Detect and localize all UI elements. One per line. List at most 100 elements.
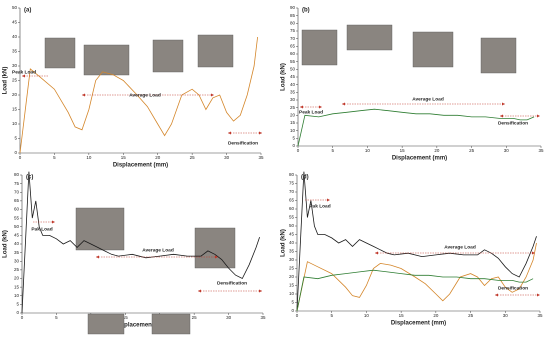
y-tick-label: 50	[12, 5, 18, 10]
annotation: Pak Load	[31, 226, 52, 232]
x-tick-label: 30	[224, 155, 230, 160]
y-tick-label: 45	[12, 20, 18, 25]
y-tick-label: 70	[289, 189, 295, 194]
y-tick-label: 65	[290, 44, 296, 49]
annotation: Densification	[498, 120, 528, 126]
photo	[75, 207, 125, 251]
y-tick-label: 25	[14, 267, 20, 272]
x-tick-label: 15	[121, 155, 127, 160]
annotation: Densification	[498, 285, 528, 291]
x-tick-label: 30	[503, 313, 509, 318]
y-tick-label: 0	[14, 150, 17, 155]
y-tick-label: 40	[289, 240, 295, 245]
y-tick-label: 55	[289, 215, 295, 220]
photo	[301, 29, 338, 66]
y-tick-label: 20	[14, 276, 20, 281]
y-tick-label: 80	[290, 21, 296, 26]
y-tick-label: 30	[14, 258, 20, 263]
arrow-head	[327, 198, 330, 202]
y-tick-label: 55	[290, 59, 296, 64]
panel-label: (d)	[301, 175, 309, 181]
x-tick-label: 25	[469, 148, 475, 153]
y-axis-title: Load (kN)	[281, 229, 287, 257]
x-tick-label: 15	[400, 148, 406, 153]
annotation: Densification	[228, 140, 258, 146]
y-tick-label: 30	[290, 97, 296, 102]
y-axis-title: Load (kN)	[3, 230, 9, 258]
y-tick-label: 5	[291, 300, 294, 305]
annotation: Densification	[217, 280, 247, 286]
photo	[412, 31, 454, 68]
arrow-head	[259, 289, 262, 293]
y-tick-label: 10	[289, 291, 295, 296]
x-tick-label: 10	[86, 155, 92, 160]
x-tick-label: 35	[258, 155, 264, 160]
x-tick-label: 20	[434, 148, 440, 153]
x-tick-label: 0	[21, 315, 24, 320]
annotation: Average Load	[444, 244, 476, 250]
y-tick-label: 25	[290, 105, 296, 110]
x-tick-label: 0	[19, 155, 22, 160]
y-tick-label: 60	[289, 206, 295, 211]
x-tick-label: 5	[53, 155, 56, 160]
arrow-head	[22, 74, 25, 78]
y-tick-label: 70	[290, 36, 296, 41]
annotation: Average Load	[412, 96, 444, 102]
y-tick-label: 35	[290, 90, 296, 95]
y-tick-label: 5	[14, 136, 17, 141]
y-tick-label: 35	[14, 250, 20, 255]
y-tick-label: 50	[289, 223, 295, 228]
panel-label: (a)	[24, 8, 31, 14]
y-tick-label: 75	[289, 181, 295, 186]
arrow-head	[502, 102, 505, 106]
arrow-head	[537, 114, 540, 118]
x-tick-label: 0	[297, 148, 300, 153]
x-tick-label: 5	[331, 148, 334, 153]
annotation: Pak Load	[309, 203, 330, 209]
y-tick-label: 70	[14, 189, 20, 194]
annotation: Average Load	[142, 247, 174, 253]
x-tick-label: 30	[226, 315, 232, 320]
y-tick-label: 15	[12, 107, 18, 112]
series-line	[296, 171, 537, 312]
y-tick-label: 65	[14, 198, 20, 203]
y-tick-label: 75	[14, 181, 20, 186]
y-tick-label: 30	[289, 257, 295, 262]
photo	[83, 44, 130, 76]
annotation: Peak Load	[12, 69, 36, 75]
photo	[44, 37, 76, 69]
y-tick-label: 65	[289, 198, 295, 203]
y-tick-label: 40	[290, 82, 296, 87]
series-line	[21, 171, 260, 314]
x-tick-label: 25	[192, 315, 198, 320]
series-line	[296, 242, 537, 312]
photo	[194, 227, 236, 269]
x-tick-label: 0	[296, 313, 299, 318]
arrow-head	[198, 289, 201, 293]
photo	[87, 313, 125, 335]
y-axis-title: Load (kN)	[281, 63, 287, 91]
series-line	[296, 269, 534, 312]
x-tick-label: 5	[330, 313, 333, 318]
arrow-head	[96, 255, 99, 259]
x-tick-label: 30	[504, 148, 510, 153]
annotation: Average Load	[129, 92, 161, 98]
x-axis-title: Displacement (mm)	[391, 321, 446, 327]
arrow-head	[319, 105, 322, 109]
x-axis-title: Displacement (mm)	[392, 156, 447, 162]
y-tick-label: 45	[290, 74, 296, 79]
x-tick-label: 20	[433, 313, 439, 318]
y-tick-label: 0	[292, 143, 295, 148]
photo	[152, 39, 184, 73]
annotation: Peak Load	[299, 109, 323, 115]
y-tick-label: 20	[12, 92, 18, 97]
y-tick-label: 90	[290, 5, 296, 10]
y-tick-label: 0	[291, 308, 294, 313]
x-tick-label: 10	[364, 313, 370, 318]
y-tick-label: 35	[289, 249, 295, 254]
arrow-head	[495, 293, 498, 297]
arrow-head	[215, 255, 218, 259]
x-tick-label: 25	[190, 155, 196, 160]
y-tick-label: 85	[290, 13, 296, 18]
arrow-head	[500, 114, 503, 118]
